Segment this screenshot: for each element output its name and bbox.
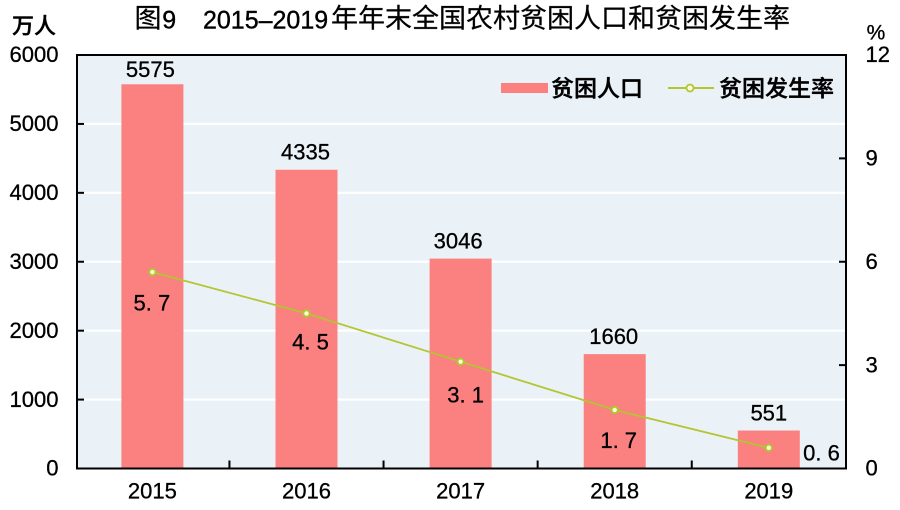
svg-text:4. 5: 4. 5 — [292, 329, 329, 354]
svg-text:3046: 3046 — [434, 229, 483, 254]
svg-text:2015: 2015 — [128, 479, 177, 504]
svg-text:2017: 2017 — [436, 479, 485, 504]
svg-text:1. 7: 1. 7 — [600, 428, 637, 453]
svg-text:2019: 2019 — [744, 479, 793, 504]
svg-text:%: % — [867, 22, 886, 45]
svg-text:6: 6 — [866, 249, 878, 274]
svg-text:3. 1: 3. 1 — [447, 383, 484, 408]
svg-text:1000: 1000 — [10, 387, 59, 412]
svg-text:551: 551 — [750, 401, 787, 426]
svg-text:5. 7: 5. 7 — [134, 291, 171, 316]
svg-text:5575: 5575 — [126, 57, 175, 82]
svg-text:2018: 2018 — [590, 479, 639, 504]
svg-text:0: 0 — [46, 456, 58, 481]
svg-text:0: 0 — [866, 456, 878, 481]
svg-text:0. 6: 0. 6 — [803, 440, 840, 465]
svg-text:6000: 6000 — [10, 42, 59, 67]
svg-text:2016: 2016 — [282, 479, 331, 504]
svg-text:2000: 2000 — [10, 318, 59, 343]
svg-text:3000: 3000 — [10, 249, 59, 274]
svg-text:9: 9 — [162, 7, 176, 35]
svg-text:12: 12 — [866, 42, 890, 67]
svg-text:2015–2019: 2015–2019 — [203, 7, 328, 35]
svg-text:4000: 4000 — [10, 180, 59, 205]
svg-text:3: 3 — [866, 352, 878, 377]
svg-text:9: 9 — [866, 146, 878, 171]
svg-text:4335: 4335 — [281, 140, 330, 165]
svg-text:1660: 1660 — [589, 324, 638, 349]
svg-text:5000: 5000 — [10, 111, 59, 136]
